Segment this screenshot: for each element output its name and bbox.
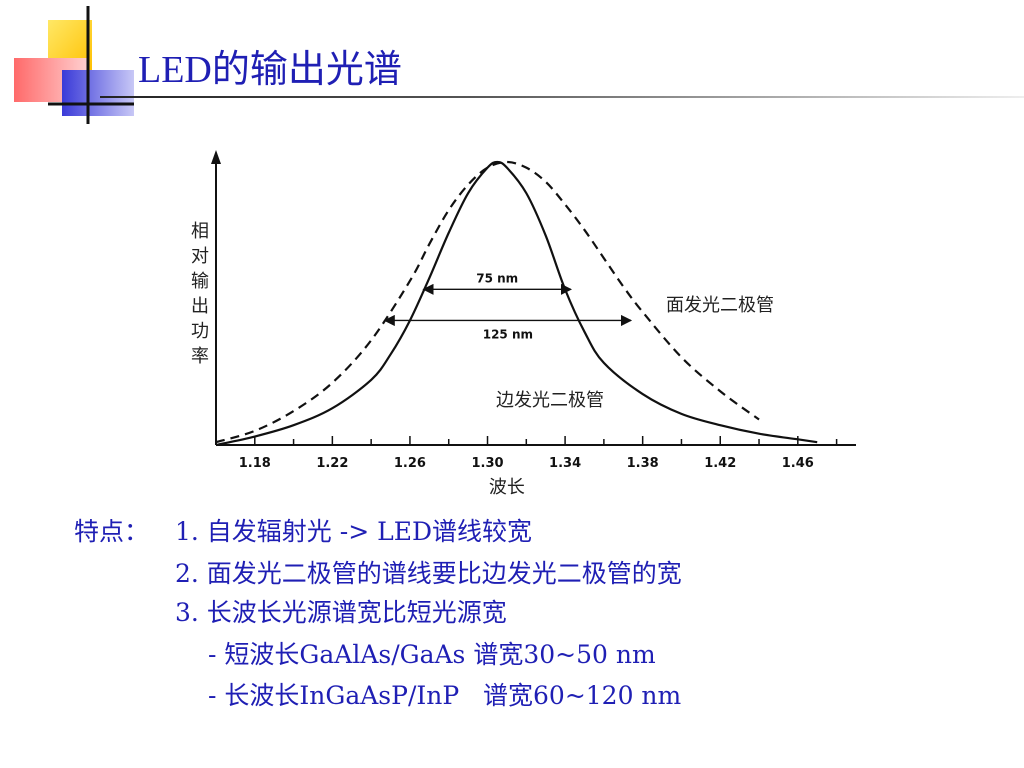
note-item-3: 3. 长波长光源谱宽比短光源宽 <box>175 598 507 627</box>
x-tick-label: 1.26 <box>394 456 426 471</box>
note-item-2: 2. 面发光二极管的谱线要比边发光二极管的宽 <box>175 559 682 588</box>
note-item-1: 1. 自发辐射光 -> LED谱线较宽 <box>175 517 532 546</box>
x-tick-label: 1.46 <box>782 456 814 471</box>
y-axis-arrow <box>211 150 221 164</box>
x-tick-label: 1.22 <box>316 456 348 471</box>
x-tick-label: 1.34 <box>549 456 581 471</box>
fwhm-75-label: 75 nm <box>476 271 518 285</box>
x-tick-label: 1.18 <box>239 456 271 471</box>
x-axis-label: 波长 <box>489 477 525 498</box>
title-divider <box>100 96 1024 98</box>
x-tick-label: 1.42 <box>704 456 736 471</box>
note-subitem-1: - 短波长GaAlAs/GaAs 谱宽30~50 nm <box>208 640 656 669</box>
y-axis-label-char: 功 <box>191 321 209 342</box>
y-axis-label-char: 出 <box>191 296 209 317</box>
y-axis-label-char: 输 <box>191 271 209 292</box>
spectrum-chart: 1.18 1.22 1.26 1.30 1.34 1.38 1.42 1.46 75 nm 12… <box>191 150 856 498</box>
note-subitem-2: - 长波长InGaAsP/InP 谱宽60~120 nm <box>208 681 682 710</box>
y-axis-label-char: 对 <box>191 246 209 267</box>
x-tick-label: 1.38 <box>627 456 659 471</box>
surface-led-label: 面发光二极管 <box>666 295 774 316</box>
page-title: LED的输出光谱 <box>138 49 402 91</box>
notes-label: 特点： <box>74 517 150 546</box>
edge-led-label: 边发光二极管 <box>496 390 604 411</box>
x-tick-label: 1.30 <box>471 456 503 471</box>
corner-logo <box>14 6 134 124</box>
edge-led-curve <box>215 160 818 447</box>
y-axis-label-char: 相 <box>191 221 209 242</box>
fwhm-125-label: 125 nm <box>483 327 533 341</box>
y-axis-label-char: 率 <box>191 346 209 367</box>
